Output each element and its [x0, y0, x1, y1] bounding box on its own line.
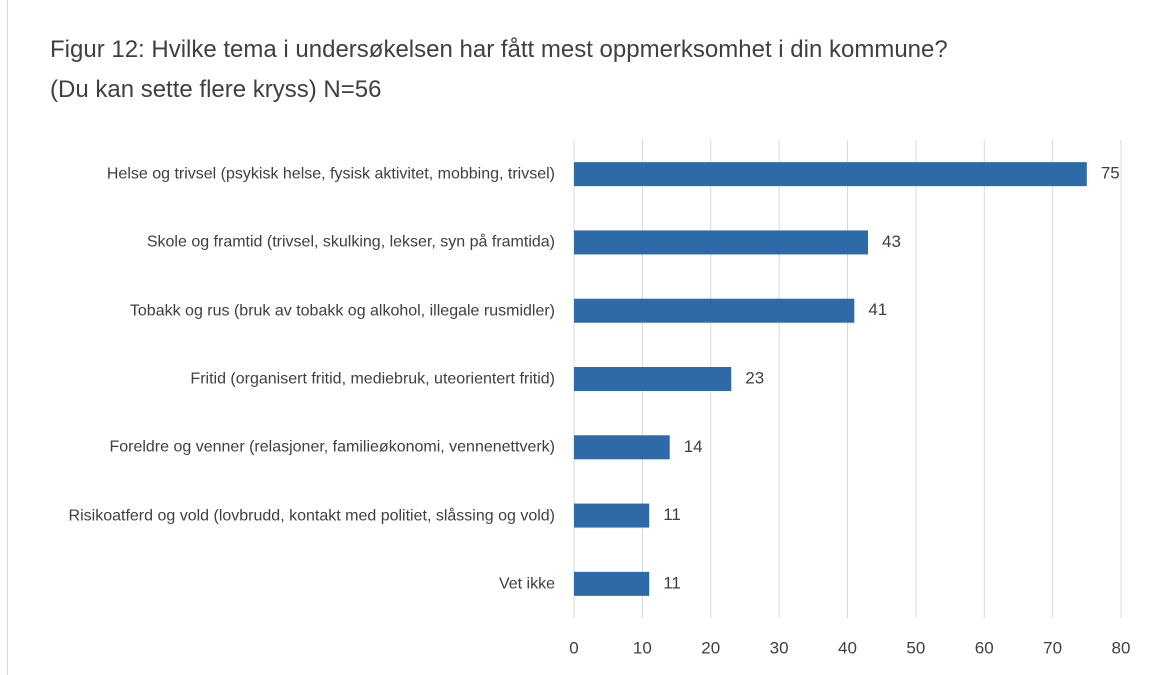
x-tick-label: 10 — [633, 638, 652, 657]
data-label: 14 — [684, 437, 703, 456]
data-label: 11 — [663, 505, 681, 524]
x-tick-label: 60 — [975, 638, 994, 657]
data-label: 41 — [868, 300, 887, 319]
bar — [574, 230, 869, 255]
x-tick-label: 20 — [701, 638, 720, 657]
y-tick-label: Tobakk og rus (bruk av tobakk og alkohol… — [129, 302, 555, 320]
y-tick-label: Foreldre og venner (relasjoner, familieø… — [109, 438, 555, 456]
x-tick-label: 0 — [569, 638, 578, 657]
data-label: 75 — [1101, 164, 1120, 183]
chart-title: Figur 12: Hvilke tema i undersøkelsen ha… — [50, 36, 948, 103]
x-tick-label: 50 — [906, 638, 925, 657]
data-label: 43 — [882, 232, 901, 251]
y-tick-label: Skole og framtid (trivsel, skulking, lek… — [146, 233, 555, 251]
chart-border — [7, 0, 8, 675]
bar — [574, 367, 732, 391]
data-label: 23 — [745, 368, 764, 387]
bar — [574, 571, 650, 596]
x-tick-label: 40 — [838, 638, 857, 657]
y-tick-label: Fritid (organisert fritid, mediebruk, ut… — [190, 370, 555, 388]
y-tick-label: Risikoatferd og vold (lovbrudd, kontakt … — [68, 507, 555, 525]
x-tick-label: 30 — [770, 638, 789, 657]
data-label: 11 — [663, 573, 681, 592]
bar — [574, 162, 1087, 187]
x-tick-label: 70 — [1043, 638, 1062, 657]
y-tick-label: Vet ikke — [498, 575, 555, 593]
bar — [574, 503, 650, 528]
bar — [574, 435, 670, 460]
bar — [574, 298, 855, 323]
x-tick-label: 80 — [1112, 638, 1131, 657]
y-tick-label: Helse og trivsel (psykisk helse, fysisk … — [106, 165, 555, 183]
